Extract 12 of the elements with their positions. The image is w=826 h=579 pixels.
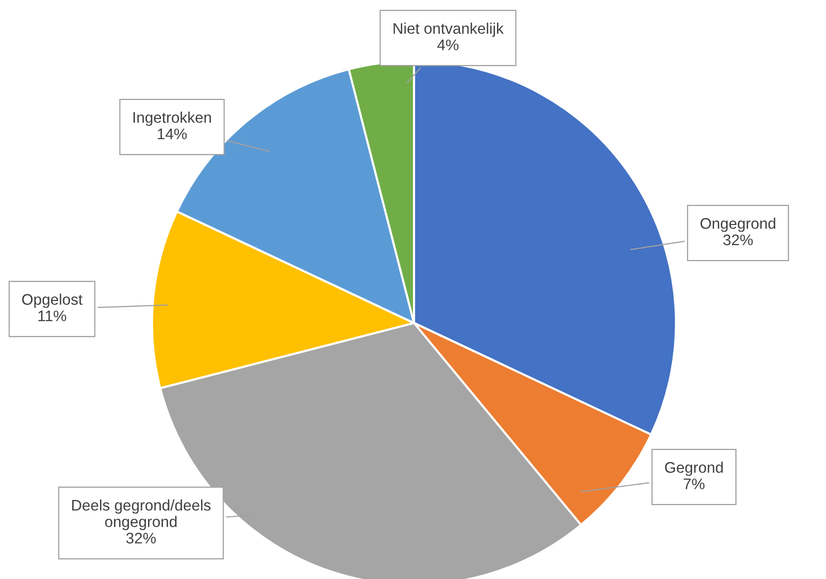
data-label: 14% [158, 128, 187, 140]
data-label: 4% [437, 40, 458, 50]
data-label: 32% [723, 234, 753, 246]
data-label: 32% [126, 532, 156, 544]
slice-label: Opgelost [22, 294, 82, 308]
data-label: 11% [38, 310, 66, 322]
slice-label: Gegrond [665, 462, 723, 476]
slice-label: Deels gegrond/deels ongegrond [72, 499, 211, 530]
slice-label: Ingetrokken [133, 112, 211, 126]
data-label: 7% [684, 478, 704, 490]
slice-label: Niet ontvankelijk [394, 22, 504, 37]
slice-label: Ongegrond [700, 218, 776, 232]
